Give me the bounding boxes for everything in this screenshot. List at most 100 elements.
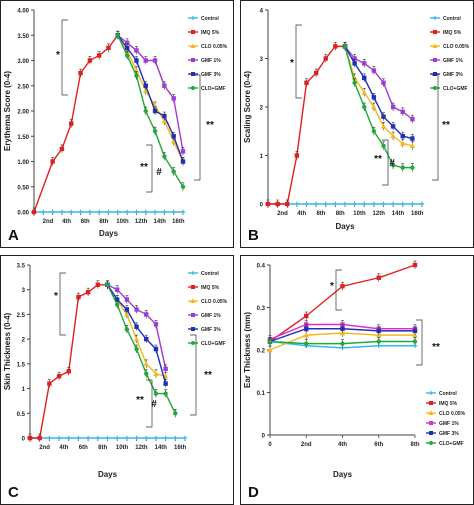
marker-plus: [50, 209, 55, 215]
marker-circle: [163, 391, 168, 396]
marker-square: [134, 307, 139, 312]
y-tick-label: 4.00: [17, 9, 29, 15]
marker-triangle: [143, 361, 149, 367]
marker-plus: [78, 209, 83, 215]
marker-plus: [342, 201, 348, 207]
x-axis-label: Days: [99, 229, 119, 238]
marker-plus: [400, 201, 405, 207]
series-line: [344, 46, 413, 147]
marker-circle: [143, 108, 148, 114]
x-tick-label: 2nd: [301, 442, 312, 448]
series-control: [31, 209, 186, 215]
marker-square: [180, 159, 186, 164]
y-tick-label: 1.00: [17, 160, 29, 166]
legend-label: IMQ 5%: [443, 30, 462, 36]
marker-square: [96, 53, 102, 58]
marker-triangle: [380, 123, 387, 129]
marker-square: [56, 374, 62, 379]
marker-plus: [362, 201, 367, 207]
legend: Control IMQ 5% CLO 0.05% GMF 1% GMF 3% CLO+GM…: [430, 16, 470, 92]
marker-circle: [191, 86, 195, 90]
panel-B: 0 1 2 3 4 2nd 4th 6th 8th 10th 12th 14th 16th Days Sca…: [240, 0, 474, 248]
x-tick-label: 4th: [297, 211, 306, 217]
marker-square: [371, 68, 377, 73]
marker-square: [390, 104, 396, 110]
marker-square: [95, 282, 101, 287]
significance-bracket: [146, 379, 153, 428]
significance-bracket: [194, 74, 201, 181]
marker-circle: [134, 73, 139, 78]
y-tick-label: 3.00: [17, 59, 29, 65]
marker-plus: [106, 209, 111, 215]
marker-square: [304, 80, 309, 85]
x-tick-label: 10th: [116, 445, 129, 451]
marker-triangle: [409, 143, 416, 148]
marker-square: [191, 72, 195, 76]
marker-square: [304, 326, 309, 331]
marker-square: [124, 40, 130, 46]
significance-marker: *: [290, 58, 294, 69]
marker-plus: [143, 209, 148, 215]
marker-square: [47, 381, 52, 386]
marker-triangle: [161, 118, 168, 124]
marker-plus: [134, 435, 139, 441]
marker-circle: [342, 44, 348, 49]
marker-circle: [115, 33, 121, 38]
marker-circle: [429, 441, 433, 445]
marker-square: [37, 435, 42, 441]
marker-square: [429, 421, 433, 425]
marker-square: [381, 114, 386, 119]
legend-label: IMQ 5%: [201, 30, 220, 36]
significance-marker: *: [330, 281, 334, 292]
y-tick-label: 0.50: [17, 185, 29, 191]
series-control: [27, 435, 188, 441]
marker-circle: [152, 129, 158, 134]
marker-circle: [362, 104, 367, 110]
legend-label: CLO 0.05%: [201, 44, 228, 50]
marker-circle: [105, 282, 110, 287]
legend-label: GMF 1%: [201, 58, 221, 64]
marker-square: [340, 326, 345, 331]
marker-square: [144, 336, 149, 342]
marker-circle: [191, 341, 195, 345]
marker-square: [376, 275, 381, 280]
legend-label: Control: [443, 16, 461, 22]
marker-triangle: [390, 133, 396, 139]
marker-square: [76, 294, 81, 300]
marker-plus: [410, 201, 415, 207]
x-tick-label: 16th: [174, 445, 187, 451]
y-tick-label: 2.50: [17, 84, 29, 90]
marker-square: [143, 83, 148, 88]
significance-marker: *: [54, 291, 58, 302]
x-tick-label: 12th: [135, 219, 148, 225]
x-axis-label: Days: [333, 470, 353, 479]
marker-circle: [412, 339, 418, 344]
marker-plus: [66, 435, 71, 441]
significance-marker: #: [156, 167, 162, 178]
x-tick-label: 6th: [316, 211, 325, 217]
marker-plus: [96, 209, 102, 215]
marker-square: [163, 381, 168, 386]
marker-circle: [173, 411, 178, 416]
marker-plus: [191, 16, 195, 20]
legend-label: CLO+GMF: [439, 441, 464, 447]
marker-square: [31, 209, 37, 215]
x-tick-label: 12th: [135, 445, 148, 451]
significance-bracket: [146, 144, 153, 193]
legend-label: Control: [201, 271, 219, 277]
marker-circle: [381, 143, 386, 148]
marker-circle: [114, 302, 120, 307]
y-tick-label: 3: [260, 57, 264, 63]
legend-label: CLO+GMF: [201, 341, 226, 347]
marker-circle: [180, 184, 186, 189]
marker-square: [143, 58, 148, 63]
marker-square: [412, 262, 418, 268]
y-tick-label: 2.5: [17, 313, 26, 319]
marker-plus: [182, 435, 188, 441]
marker-plus: [76, 435, 81, 441]
marker-square: [323, 56, 328, 61]
marker-square: [433, 30, 437, 34]
legend-label: CLO 0.05%: [201, 299, 228, 305]
marker-plus: [171, 209, 176, 215]
